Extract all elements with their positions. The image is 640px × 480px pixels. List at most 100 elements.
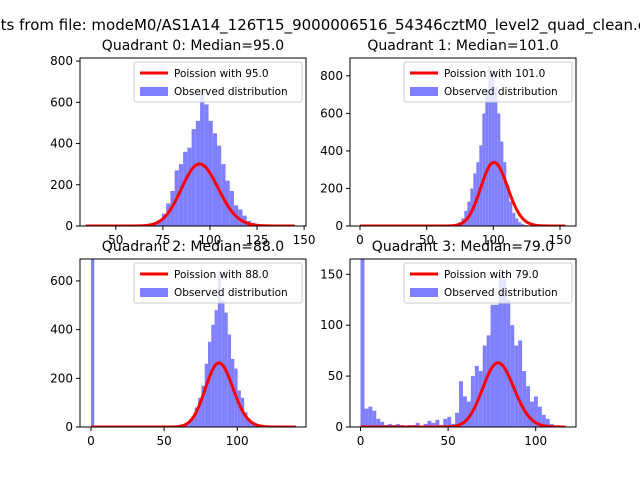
histogram-bar (153, 223, 158, 226)
histogram-bar (526, 386, 531, 427)
legend-box (403, 262, 573, 304)
histogram-bar (200, 92, 205, 226)
legend-observed-swatch (140, 87, 168, 96)
histogram-bar (415, 422, 420, 427)
histogram-bar (466, 401, 471, 427)
histogram-bar (195, 120, 201, 226)
histogram-bar (214, 310, 218, 427)
x-tick-label: 150 (293, 233, 316, 247)
histogram-bar (368, 406, 373, 427)
x-tick-label: 100 (524, 434, 547, 448)
histogram-bar (494, 304, 499, 427)
legend-poisson-label: Poission with 88.0 (174, 269, 269, 281)
x-tick-label: 100 (198, 233, 221, 247)
histogram-bar (486, 335, 491, 427)
histogram-bar (184, 424, 189, 427)
histogram-bar (473, 173, 477, 226)
legend-observed-label: Observed distribution (444, 86, 558, 98)
histogram-bar (506, 184, 510, 226)
legend-poisson-label: Poission with 95.0 (174, 68, 269, 80)
histogram-bar (485, 88, 489, 226)
histogram-bar (515, 218, 519, 226)
histogram-bar (518, 222, 522, 226)
histogram-bar (518, 340, 523, 427)
histogram-bar (188, 420, 192, 427)
x-tick-label: 0 (356, 233, 364, 247)
histogram-bar (211, 324, 215, 427)
y-tick-label: 400 (320, 144, 343, 158)
histogram-bar (191, 416, 195, 427)
histogram-bar (231, 358, 235, 427)
histogram-bar (478, 371, 483, 427)
x-tick-label: 50 (419, 233, 434, 247)
plot-area (90, 259, 296, 427)
histogram-bar (161, 213, 167, 226)
histogram-bar (250, 423, 255, 427)
histogram-bar (470, 188, 474, 226)
histogram-bar (497, 113, 501, 226)
histogram-bar (537, 406, 542, 427)
legend: Poission with 95.0 Observed distribution (133, 61, 303, 103)
x-tick-label: 75 (155, 233, 170, 247)
x-tick-label: 0 (87, 434, 95, 448)
histogram-bar (494, 87, 498, 226)
histogram-bar (522, 371, 527, 427)
histogram-bar (194, 407, 199, 427)
histogram-bar (90, 259, 95, 427)
histogram-bar (533, 396, 538, 427)
chart-title: Quadrant 0: Median=95.0 (102, 38, 284, 54)
y-tick-label: 600 (50, 95, 73, 109)
x-tick-label: 125 (246, 233, 269, 247)
legend-observed-label: Observed distribution (444, 287, 558, 299)
histogram-bar (491, 75, 495, 226)
histogram-bar (510, 325, 515, 427)
histogram-bar (204, 104, 209, 226)
axes-frame (349, 258, 577, 428)
histogram-bar (541, 414, 546, 427)
histogram-bar (447, 416, 452, 427)
chart-panel-3: 0 50 100 0 50 100 150 Quadrant 3: Median=79.0 Po… (320, 239, 577, 448)
histogram-bar (502, 279, 507, 427)
histogram-bar (545, 418, 550, 427)
y-tick-label: 200 (50, 178, 73, 192)
histogram-bar (217, 145, 222, 226)
axes-frame (79, 57, 307, 227)
chart-panel-0: 50 75 100 125 150 0 200 400 600 800 Quadrant 0: Me… (50, 38, 315, 247)
histogram-bar (380, 421, 385, 427)
histogram-bar (500, 141, 504, 226)
histogram-bar (183, 151, 188, 226)
y-tick-label: 600 (320, 106, 343, 120)
histogram-bar (388, 423, 393, 427)
histogram-bar (435, 419, 440, 427)
histogram-bar (237, 390, 241, 427)
y-tick-label: 150 (320, 267, 343, 281)
histogram-bar (427, 420, 432, 427)
y-tick-label: 600 (50, 274, 73, 288)
plot-area (359, 66, 566, 226)
legend-box (133, 61, 303, 103)
legend-poisson-label: Poission with 79.0 (444, 269, 539, 281)
histogram-bar (372, 410, 377, 427)
histogram-bar (360, 259, 365, 427)
x-tick-label: 150 (549, 233, 572, 247)
x-tick-label: 50 (440, 434, 455, 448)
histogram-bar (191, 129, 196, 226)
histogram-bar (512, 212, 516, 226)
x-tick-label: 100 (226, 434, 249, 448)
histogram-bar (459, 381, 463, 427)
histogram-bar (521, 224, 525, 226)
histogram-bar (470, 376, 475, 427)
histogram-bar (506, 299, 511, 427)
histogram-bar (509, 201, 513, 226)
legend-observed-label: Observed distribution (174, 86, 288, 98)
poisson-curve (360, 361, 566, 427)
histogram-bar (455, 412, 460, 427)
poisson-curve (359, 160, 566, 226)
legend-poisson-label: Poission with 101.0 (444, 68, 545, 80)
histogram-bar (157, 219, 162, 226)
axes-frame (349, 57, 577, 227)
x-tick-label: 50 (108, 233, 123, 247)
y-tick-label: 0 (335, 219, 343, 233)
histogram-bar (238, 209, 243, 226)
